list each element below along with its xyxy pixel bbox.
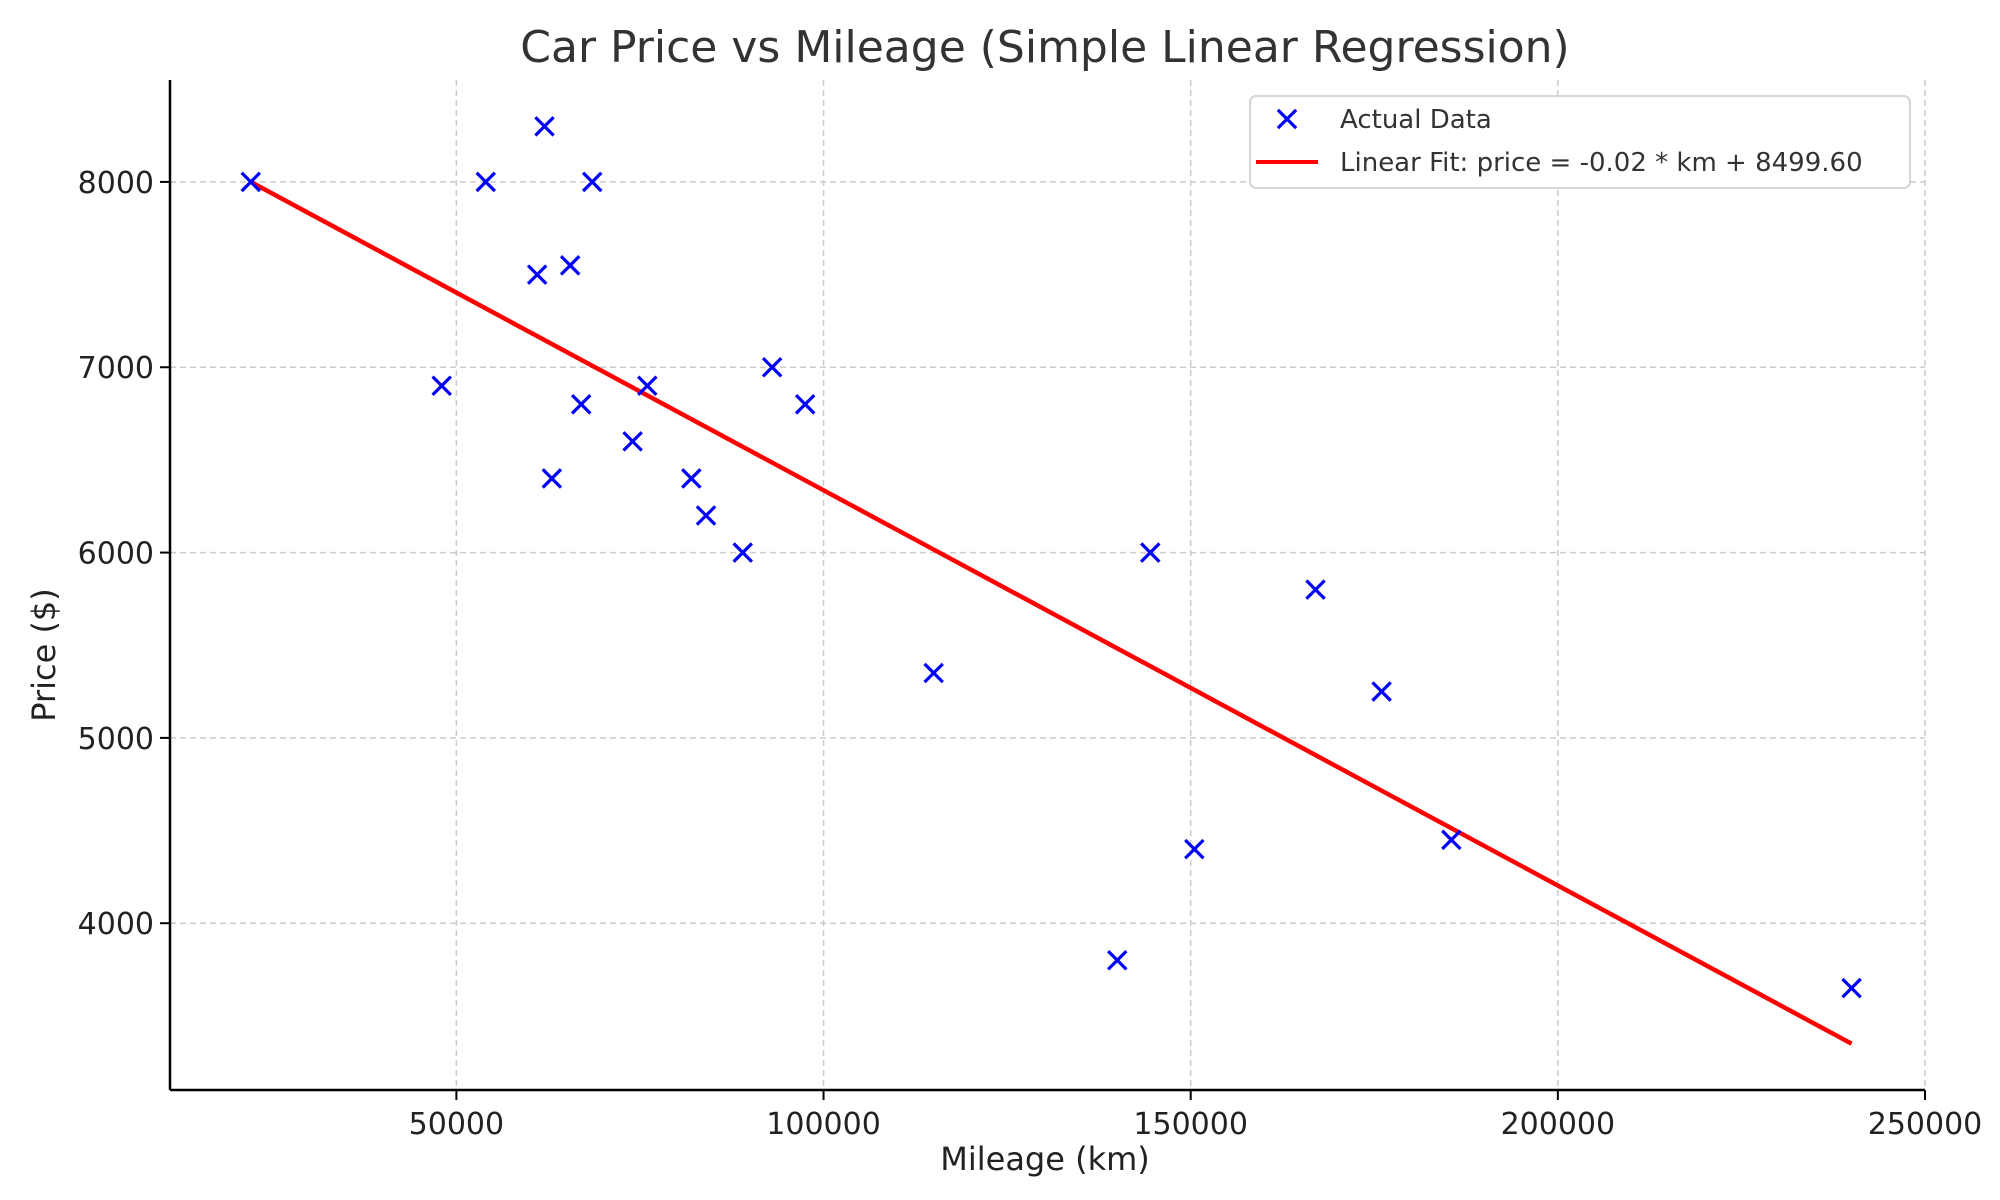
data-point-stroke-b [794, 394, 816, 415]
axes-layer [168, 80, 1925, 1092]
x-tick-label: 150000 [1133, 1107, 1248, 1142]
data-point-stroke-b [923, 662, 944, 684]
data-point-marker [923, 662, 944, 684]
data-point-marker [761, 356, 783, 378]
grid-layer [170, 80, 1926, 1090]
data-point-marker [534, 116, 555, 137]
data-points-layer [240, 116, 1862, 999]
data-point-marker [794, 394, 816, 415]
data-point-marker [526, 264, 548, 285]
data-point-marker [1140, 542, 1161, 563]
data-point-marker [570, 394, 592, 415]
legend-label-linear-fit: Linear Fit: price = -0.02 * km + 8499.60 [1340, 148, 1863, 178]
data-point-stroke-b [1106, 950, 1128, 971]
legend-scatter-stroke-b [1276, 108, 1298, 130]
data-point-marker [240, 171, 262, 193]
legend-label-actual-data: Actual Data [1340, 105, 1492, 135]
data-point-marker [581, 171, 603, 193]
data-point-stroke-b [534, 116, 555, 137]
legend-box [1249, 95, 1911, 189]
data-point-marker [1106, 950, 1128, 971]
data-point-stroke-b [541, 468, 563, 489]
data-point-stroke-b [431, 375, 452, 397]
data-point-stroke-b [475, 171, 497, 193]
data-point-stroke-b [581, 171, 603, 193]
data-point-marker [1305, 579, 1326, 600]
x-tick-label: 200000 [1501, 1107, 1616, 1142]
data-point-marker [732, 542, 754, 563]
data-point-marker [1371, 681, 1392, 702]
data-point-stroke-b [695, 505, 717, 526]
data-point-marker [1841, 977, 1862, 999]
data-point-stroke-b [681, 468, 702, 489]
y-tick-label: 6000 [78, 537, 154, 572]
x-tick-label: 100000 [766, 1107, 881, 1142]
x-tick-label: 250000 [1868, 1107, 1983, 1142]
data-point-stroke-b [761, 356, 783, 378]
data-point-marker [1441, 829, 1462, 851]
y-tick-label: 4000 [78, 907, 154, 942]
data-point-stroke-b [1371, 681, 1392, 702]
data-point-stroke-b [570, 394, 592, 415]
data-point-marker [681, 468, 702, 489]
data-point-stroke-b [1841, 977, 1862, 999]
data-point-marker [431, 375, 452, 397]
data-point-stroke-b [559, 255, 581, 276]
data-point-marker [541, 468, 563, 489]
data-point-stroke-b [1441, 829, 1462, 851]
ticks-layer: 50000 100000 150000 200000 250000 4000 5000 600… [78, 166, 1983, 1142]
data-point-stroke-b [1140, 542, 1161, 563]
data-point-marker [637, 375, 658, 397]
data-point-stroke-b [1305, 579, 1326, 600]
x-axis-label: Mileage (km) [940, 1140, 1150, 1178]
data-point-stroke-b [526, 264, 548, 285]
data-point-stroke-b [622, 431, 643, 452]
y-tick-label: 8000 [78, 166, 154, 201]
data-point-stroke-b [732, 542, 754, 563]
y-axis-label: Price ($) [25, 588, 63, 722]
x-tick-label: 50000 [409, 1107, 504, 1142]
legend-scatter-marker [1276, 108, 1298, 130]
data-point-stroke-b [240, 171, 262, 193]
chart-title: Car Price vs Mileage (Simple Linear Regr… [520, 22, 1569, 73]
data-point-marker [622, 431, 643, 452]
y-tick-label: 7000 [78, 351, 154, 386]
data-point-marker [695, 505, 717, 526]
data-point-marker [1184, 838, 1205, 860]
data-point-marker [475, 171, 497, 193]
legend: Actual Data Linear Fit: price = -0.02 * … [1249, 95, 1911, 189]
fit-line-layer [249, 179, 1853, 1046]
y-tick-label: 5000 [78, 722, 154, 757]
data-point-marker [559, 255, 581, 276]
linear-fit-line [249, 179, 1853, 1046]
data-point-stroke-b [637, 375, 658, 397]
data-point-stroke-b [1184, 838, 1205, 860]
